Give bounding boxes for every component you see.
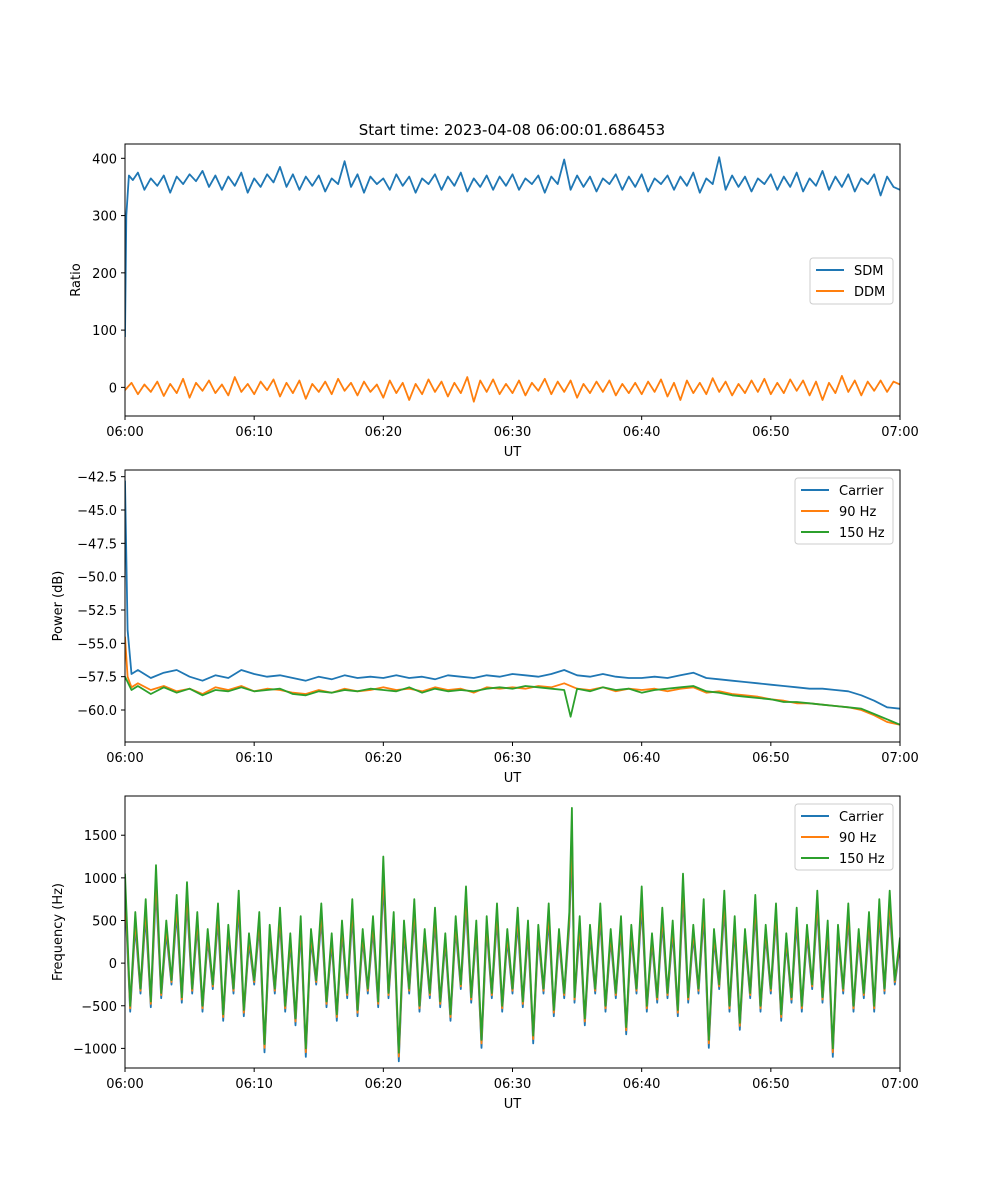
x-tick-label: 06:40 [623,425,660,440]
y-tick-label: 500 [92,914,117,929]
x-tick-label: 07:00 [881,751,918,766]
x-tick-label: 06:40 [623,1077,660,1092]
x-axis-label: UT [504,445,522,460]
x-tick-label: 06:30 [494,1077,531,1092]
legend-box [794,803,894,871]
series-line-carrier [125,480,900,710]
y-tick-label: −42.5 [77,471,117,486]
x-tick-label: 06:20 [365,425,402,440]
legend-label: SDM [854,264,883,279]
x-tick-label: 06:20 [365,1077,402,1092]
x-tick-label: 06:50 [752,425,789,440]
y-tick-label: −1000 [73,1042,117,1057]
y-tick-label: −50.0 [77,571,117,586]
figure-title: Start time: 2023-04-08 06:00:01.686453 [359,121,665,139]
y-tick-label: −52.5 [77,604,117,619]
x-tick-label: 06:30 [494,751,531,766]
series-line-sdm [125,156,900,338]
y-tick-label: −60.0 [77,704,117,719]
y-axis-label: Power (dB) [51,571,66,642]
x-tick-label: 07:00 [881,425,918,440]
series-line-150-hz [125,676,900,726]
y-tick-label: −57.5 [77,671,117,686]
y-tick-label: −47.5 [77,537,117,552]
y-tick-label: 0 [109,381,117,396]
y-tick-label: 200 [92,267,117,282]
y-tick-label: −500 [81,1000,117,1015]
y-tick-label: 1000 [84,872,117,887]
x-tick-label: 06:50 [752,751,789,766]
y-axis-label: Ratio [69,263,84,296]
x-tick-label: 06:30 [494,425,531,440]
x-tick-label: 06:00 [106,1077,143,1092]
x-tick-label: 06:10 [235,751,272,766]
legend-label: 150 Hz [839,526,885,541]
y-tick-label: 400 [92,152,117,167]
legend-label: Carrier [839,484,884,499]
legend-label: Carrier [839,810,884,825]
x-tick-label: 06:40 [623,751,660,766]
y-tick-label: 300 [92,210,117,225]
series-line-150-hz [125,807,900,1054]
y-tick-label: 1500 [84,829,117,844]
x-tick-label: 06:50 [752,1077,789,1092]
x-tick-label: 07:00 [881,1077,918,1092]
y-tick-label: 100 [92,324,117,339]
y-tick-label: 0 [109,957,117,972]
y-tick-label: −45.0 [77,504,117,519]
x-axis-label: UT [504,771,522,786]
x-tick-label: 06:20 [365,751,402,766]
legend-label: DDM [854,285,885,300]
x-tick-label: 06:10 [235,1077,272,1092]
x-tick-label: 06:00 [106,425,143,440]
y-tick-label: −55.0 [77,637,117,652]
legend-label: 90 Hz [839,505,876,520]
x-tick-label: 06:10 [235,425,272,440]
legend-label: 90 Hz [839,831,876,846]
x-axis-label: UT [504,1097,522,1112]
x-tick-label: 06:00 [106,751,143,766]
y-axis-label: Frequency (Hz) [51,883,66,981]
series-line-ddm [125,375,900,403]
legend-box [794,477,894,545]
legend-label: 150 Hz [839,852,885,867]
